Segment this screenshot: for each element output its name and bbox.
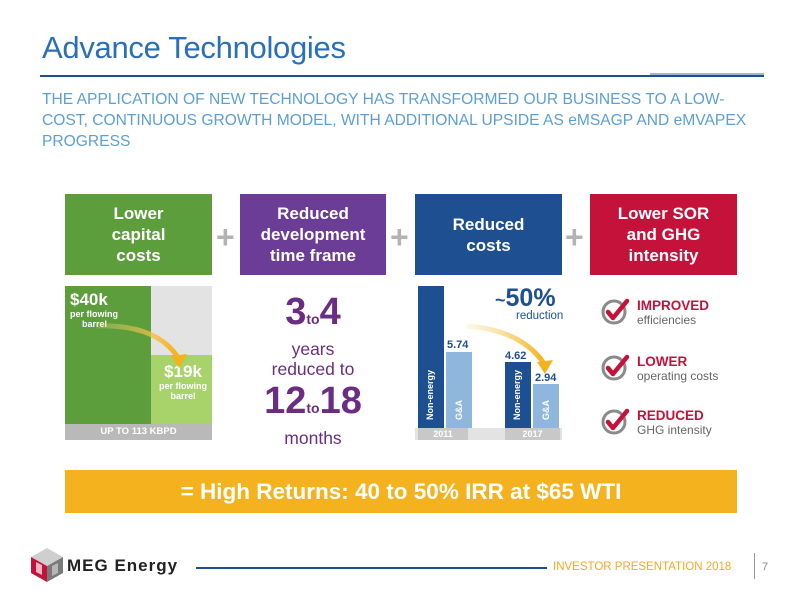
label-nonenergy-2011: Non-energy [425,369,435,420]
capital-after-value: $19k [164,362,202,381]
footer-rule [196,567,734,569]
check-circle-icon [601,408,630,435]
check-sub: operating costs [637,369,719,383]
header-line: development [260,225,366,244]
timeframe-to-word-2: to [306,400,320,416]
header-line: time frame [270,246,356,265]
capital-before-value: $40k [70,290,108,309]
bar-nonenergy-2017 [505,362,531,428]
check-circle-icon [601,298,630,325]
plus-sign: + [216,219,235,255]
timeframe-months: months [284,428,342,448]
capital-after-sub: per flowing [159,381,207,391]
header-line: Lower SOR [617,204,710,223]
header-reduced-costs: Reduced costs [415,194,562,275]
costs-year-2017: 2017 [505,428,560,440]
costs-tilde: ~ [495,290,506,310]
timeframe-to-b: 18 [319,380,362,422]
header-line: Reduced [452,214,525,234]
timeframe-from-b: 4 [319,291,341,333]
bar-ga-2017 [533,384,559,428]
page-number: 7 [762,561,769,573]
page-subtitle: THE APPLICATION OF NEW TECHNOLOGY HAS TR… [42,91,747,150]
header-line: capital [111,225,166,244]
capital-bar-before [65,286,151,424]
value-ga-2017: 2.94 [535,372,557,384]
timeframe-to-word: to [306,311,320,327]
costs-year-2011: 2011 [418,428,468,440]
label-ga-2017: G&A [541,400,551,420]
header-line: Lower [113,204,164,223]
timeframe-to-a: 12 [264,380,307,422]
check-sub: GHG intensity [637,423,712,437]
timeframe-reduced-to: reduced to [271,359,355,379]
label-ga-2011: G&A [454,400,464,420]
timeframe-block: 3to4 years reduced to 12to18 months [240,292,386,447]
check-circle-icon [601,354,630,381]
capital-footer: UP TO 113 KBPD [65,424,212,440]
header-line: costs [116,246,161,265]
header-line: and GHG [626,225,701,244]
capital-arrow-icon [96,323,187,368]
header-line: costs [466,235,511,255]
check-title: IMPROVED [637,298,710,313]
costs-arrow-icon [466,323,553,374]
header-lower-sor-ghg: Lower SOR and GHG intensity [590,194,737,275]
company-name: MEG Energy [67,556,179,575]
capital-bar-after [151,355,212,424]
capital-after-callout: $19k per flowing barrel [158,362,208,401]
value-nonenergy-2017: 4.62 [505,350,527,362]
costs-reduction: reduction [516,310,564,322]
plus-sign: + [390,219,409,255]
check-sub: efficiencies [637,313,697,327]
check-title: REDUCED [637,408,704,423]
page-title: Advance Technologies [42,30,346,65]
header-reduced-development-time: Reduced development time frame [240,194,386,275]
timeframe-years: years [291,339,335,359]
check-title: LOWER [637,354,688,369]
capital-before-sub: barrel [82,319,108,329]
capital-before-callout: $40k per flowing barrel [70,290,118,329]
bar-ga-2011 [446,352,472,428]
bar-nonenergy-2011 [418,286,444,428]
meg-logo-icon [31,548,63,582]
costs-pct-callout: ~50% [495,284,556,313]
header-line: intensity [628,246,699,265]
header-lower-capital-costs: Lower capital costs [65,194,212,275]
presentation-label: INVESTOR PRESENTATION 2018 [547,561,738,573]
page-divider [754,553,755,579]
title-rule [40,75,764,77]
header-line: Reduced [277,204,349,223]
capital-before-sub: per flowing [70,309,118,319]
capital-after-sub: barrel [170,391,196,401]
timeframe-from-a: 3 [285,291,307,333]
plus-sign: + [565,219,584,255]
high-returns-banner: = High Returns: 40 to 50% IRR at $65 WTI [65,470,737,513]
costs-pct: 50% [505,284,556,312]
value-nonenergy-2011: 9.71 [419,287,441,299]
title-rule-accent [650,73,764,75]
value-ga-2011: 5.74 [447,339,469,351]
